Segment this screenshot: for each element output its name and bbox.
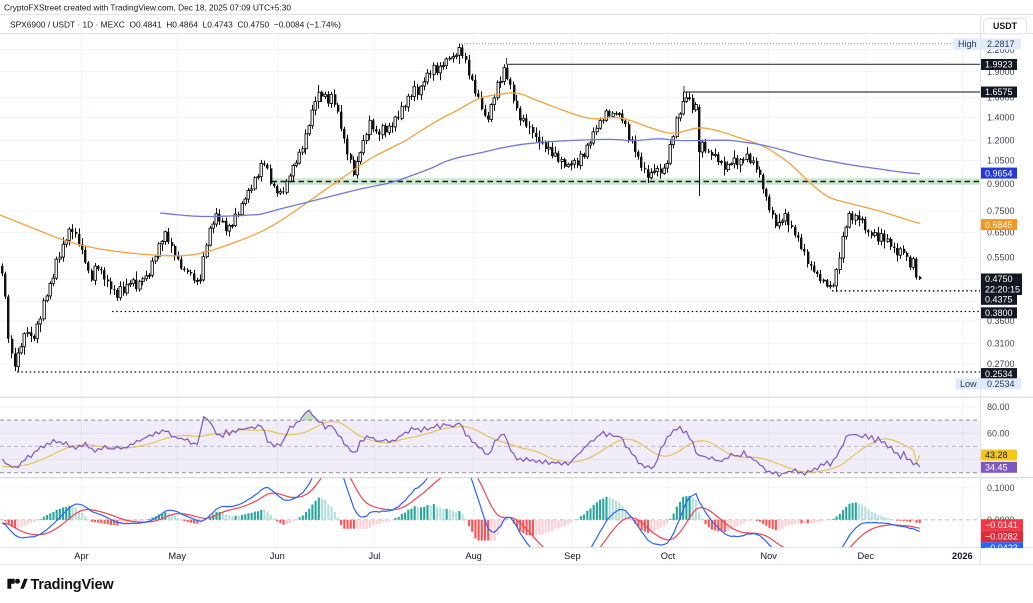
svg-text:60.00: 60.00 [987,429,1010,439]
svg-text:2.2000: 2.2000 [987,45,1015,55]
svg-text:1.9000: 1.9000 [987,67,1015,77]
svg-text:−0.0141: −0.0141 [985,520,1018,530]
svg-text:Jun: Jun [270,551,285,561]
svg-text:0.4750: 0.4750 [985,274,1013,284]
svg-text:22:20:15: 22:20:15 [985,284,1020,294]
svg-text:Dec: Dec [858,551,875,561]
svg-text:34.45: 34.45 [985,463,1008,473]
svg-text:0.4375: 0.4375 [985,295,1013,305]
svg-text:Nov: Nov [760,551,777,561]
svg-text:1.2000: 1.2000 [987,136,1015,146]
svg-text:May: May [168,551,186,561]
svg-text:0.2534: 0.2534 [985,369,1013,379]
svg-text:Aug: Aug [465,551,482,561]
svg-text:Low: Low [960,379,977,389]
svg-text:0.3800: 0.3800 [985,308,1013,318]
svg-text:1.9923: 1.9923 [985,60,1013,70]
svg-text:0.5500: 0.5500 [987,253,1015,263]
svg-text:43.28: 43.28 [985,450,1008,460]
svg-text:0.9654: 0.9654 [985,168,1013,178]
svg-text:80.00: 80.00 [987,402,1010,412]
svg-text:1.4000: 1.4000 [987,113,1015,123]
svg-text:TradingView: TradingView [31,577,115,593]
svg-text:Sep: Sep [564,551,581,561]
svg-text:Apr: Apr [74,551,88,561]
svg-text:USDT: USDT [993,21,1018,31]
svg-text:0.9000: 0.9000 [987,179,1015,189]
svg-text:0.2700: 0.2700 [987,359,1015,369]
svg-text:SPX6900 / USDT · 1D · MEXC O0: SPX6900 / USDT · 1D · MEXC O0.4841 H0.48… [10,20,341,30]
svg-text:0.3600: 0.3600 [987,316,1015,326]
svg-text:0.6845: 0.6845 [985,220,1013,230]
svg-text:0.1000: 0.1000 [987,483,1015,493]
svg-text:Oct: Oct [661,551,676,561]
svg-text:0.3100: 0.3100 [987,339,1015,349]
svg-text:0.2534: 0.2534 [987,379,1015,389]
svg-text:0.7500: 0.7500 [987,206,1015,216]
svg-text:High: High [958,39,977,49]
svg-text:−0.0282: −0.0282 [985,532,1018,542]
svg-text:2026: 2026 [952,551,973,561]
svg-text:Jul: Jul [368,551,380,561]
svg-text:1.6575: 1.6575 [985,87,1013,97]
svg-text:2.2817: 2.2817 [987,39,1015,49]
svg-text:0.6500: 0.6500 [987,228,1015,238]
svg-text:CryptoFXStreet created with Tr: CryptoFXStreet created with TradingView.… [4,3,291,13]
svg-text:1.0500: 1.0500 [987,156,1015,166]
